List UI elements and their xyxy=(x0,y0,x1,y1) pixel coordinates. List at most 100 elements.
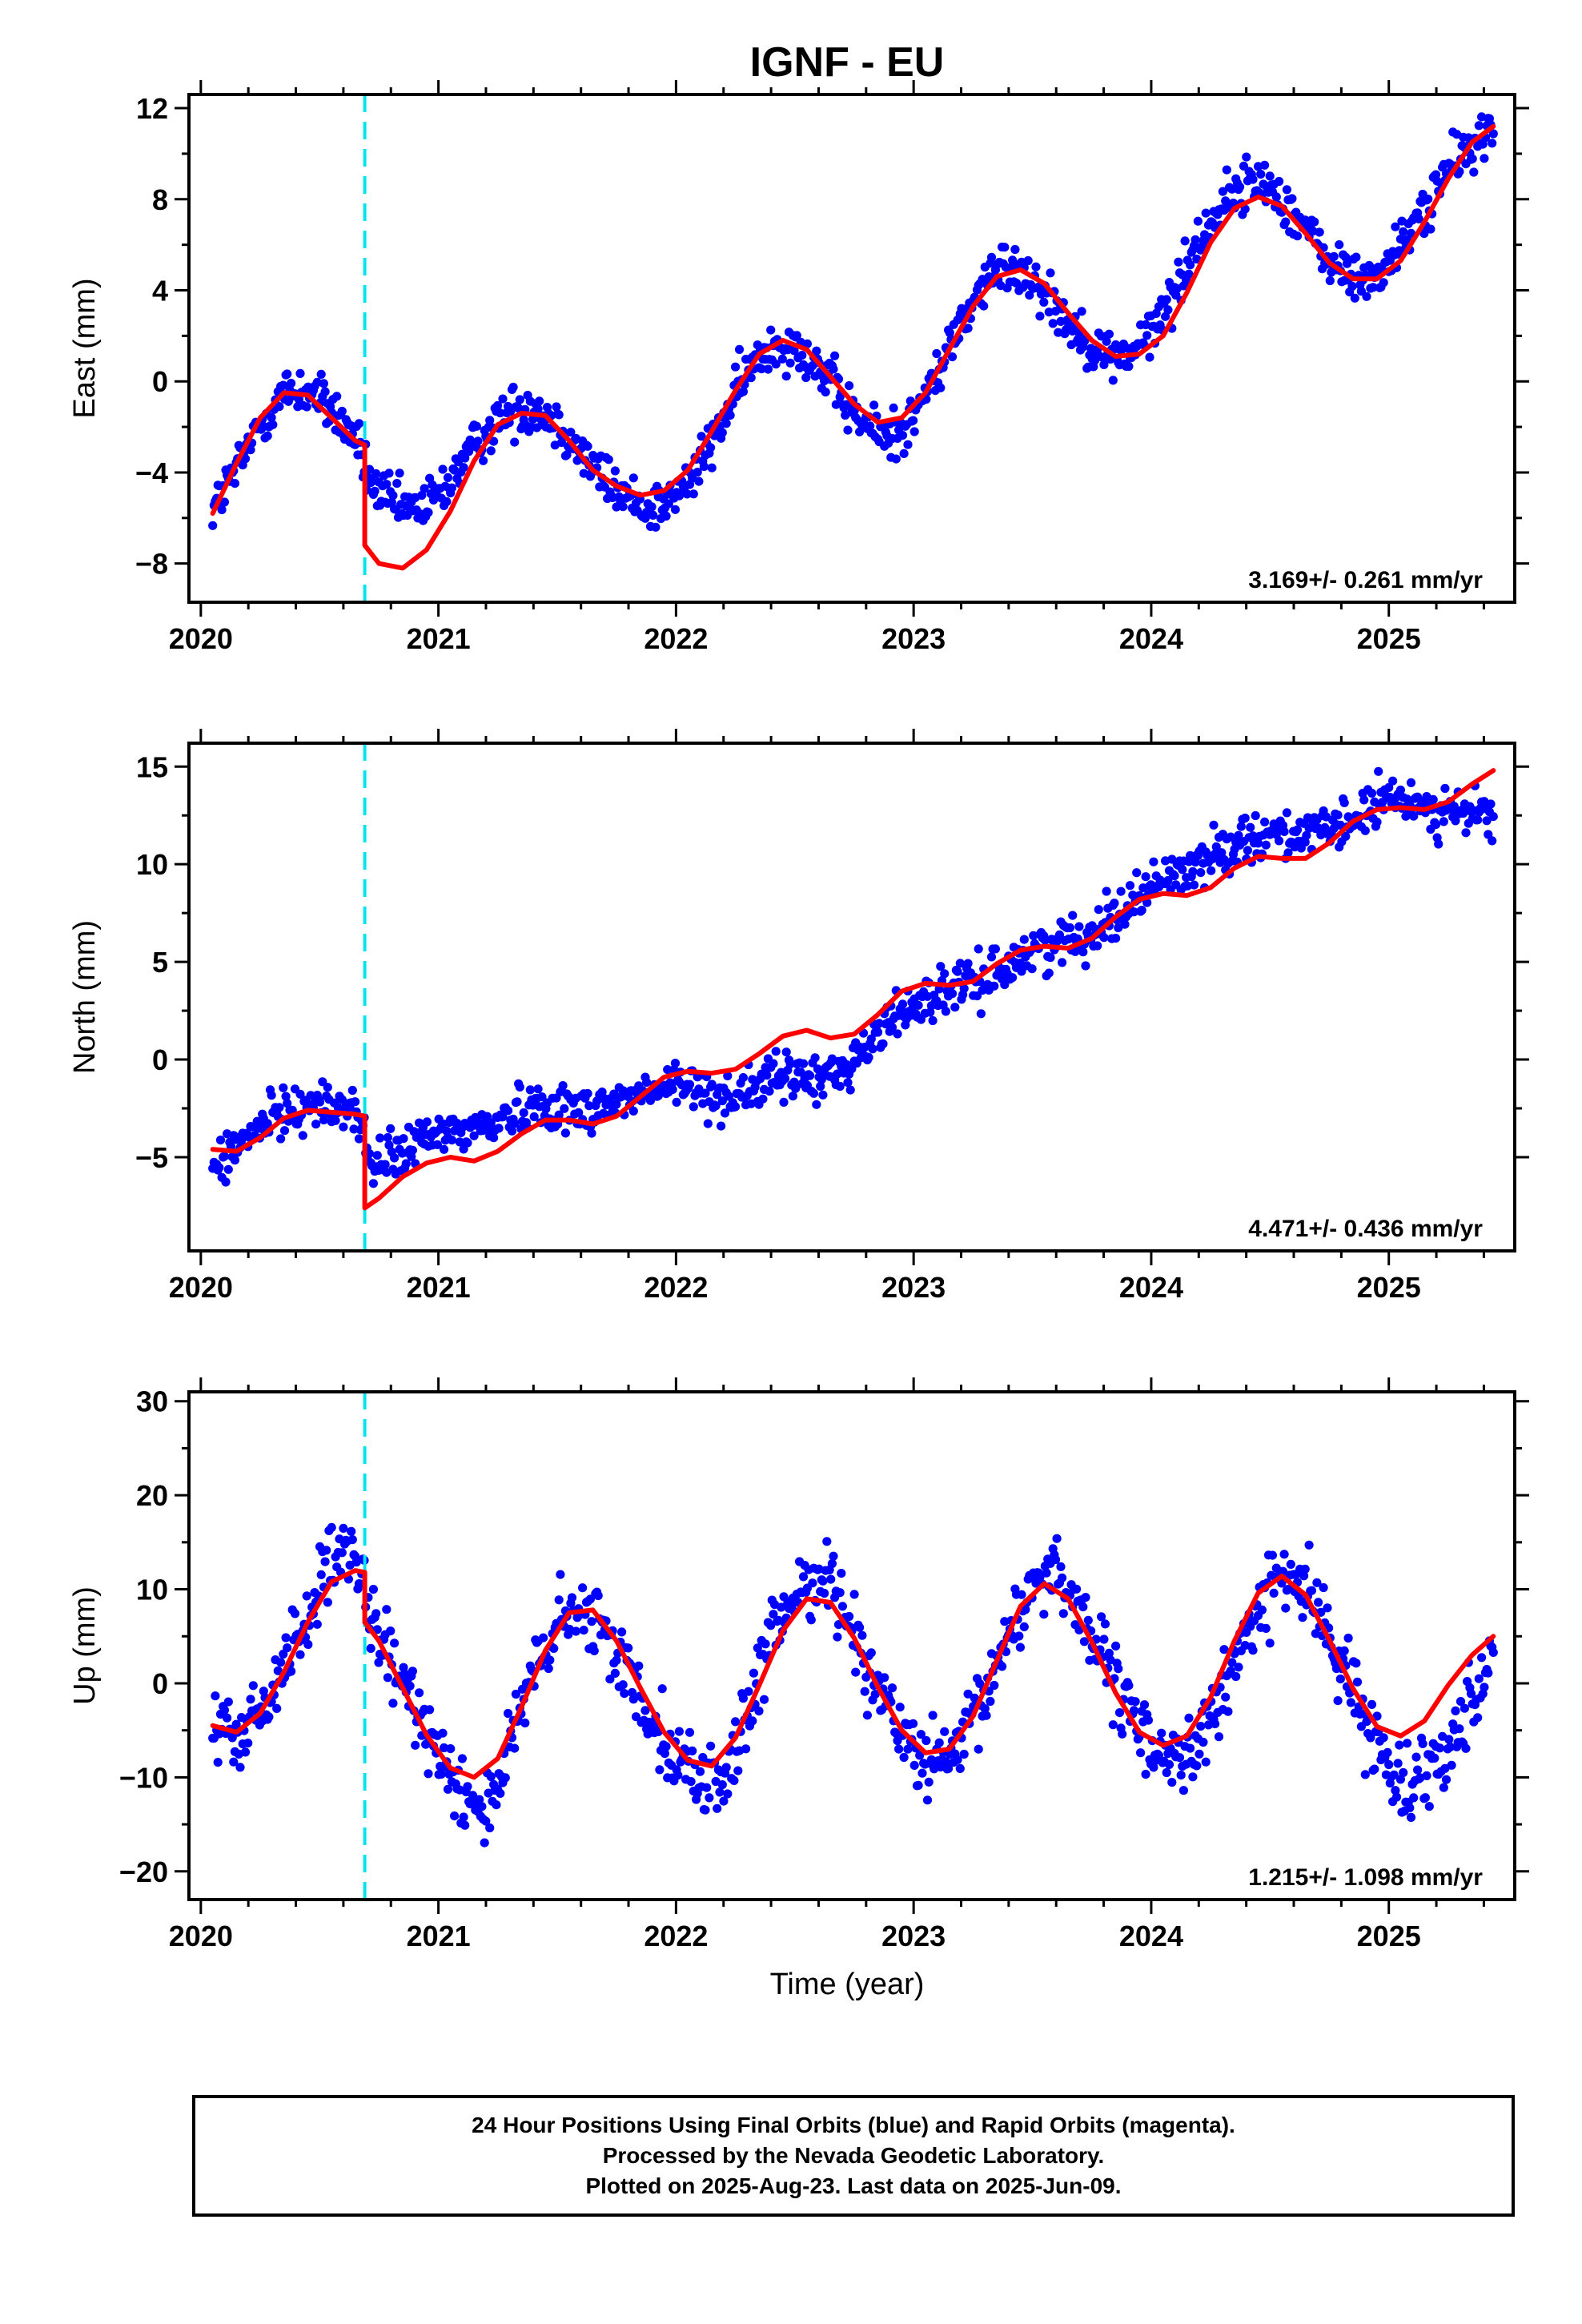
observation-point xyxy=(789,346,799,356)
observation-point xyxy=(371,1609,381,1618)
observation-point xyxy=(899,448,909,459)
observation-point xyxy=(263,431,272,440)
observation-point xyxy=(1370,1764,1379,1774)
observation-point xyxy=(535,396,544,406)
observation-point xyxy=(720,1108,730,1118)
observation-point xyxy=(498,1112,508,1122)
observation-point xyxy=(337,1548,347,1558)
observation-point xyxy=(979,301,989,311)
observation-point xyxy=(1174,1753,1185,1763)
observation-point xyxy=(399,1134,408,1144)
observation-point xyxy=(1460,1703,1469,1713)
observation-point xyxy=(837,1602,847,1611)
observation-point xyxy=(1235,182,1245,191)
observation-point xyxy=(617,1627,627,1637)
observation-point xyxy=(1343,1633,1353,1643)
observation-point xyxy=(717,1096,727,1106)
observation-point xyxy=(731,1717,741,1727)
observation-point xyxy=(1145,352,1154,362)
observation-point xyxy=(1368,283,1378,292)
observation-point xyxy=(624,1643,633,1653)
observation-point xyxy=(246,445,255,455)
observation-point xyxy=(707,463,717,472)
observation-point xyxy=(851,1667,861,1677)
observation-point xyxy=(1058,1573,1067,1582)
observation-point xyxy=(1246,822,1255,832)
observation-point xyxy=(982,1711,991,1720)
observation-point xyxy=(809,1088,819,1098)
observation-point xyxy=(298,1131,307,1140)
observation-point xyxy=(1132,868,1142,878)
observation-point xyxy=(765,1087,774,1096)
y-tick-label: 12 xyxy=(136,92,168,125)
observation-point xyxy=(1054,930,1064,939)
observation-point xyxy=(587,1128,596,1138)
observation-point xyxy=(1114,1708,1125,1718)
observation-point xyxy=(1316,830,1326,840)
observation-point xyxy=(889,403,898,412)
figure-title: IGNF - EU xyxy=(750,39,945,86)
observation-point xyxy=(1068,911,1078,920)
observation-point xyxy=(1283,848,1293,858)
observation-point xyxy=(642,1077,652,1088)
observation-point xyxy=(695,1767,705,1776)
observation-point xyxy=(1339,1646,1349,1655)
observation-point xyxy=(1399,1767,1408,1778)
observation-point xyxy=(1456,1697,1466,1707)
observation-point xyxy=(723,1071,733,1081)
x-tick-label: 2025 xyxy=(1357,622,1421,655)
observation-point xyxy=(835,1081,845,1092)
observation-point xyxy=(492,1800,501,1810)
observation-point xyxy=(707,1080,717,1089)
observation-point xyxy=(1286,1559,1295,1569)
observation-point xyxy=(953,967,962,976)
model-fit-line xyxy=(210,768,1496,1211)
observation-point xyxy=(1464,133,1473,143)
observation-point xyxy=(959,1749,969,1759)
observation-point xyxy=(264,1712,274,1722)
observation-point xyxy=(868,1044,877,1054)
observation-point xyxy=(903,440,913,449)
observation-point xyxy=(1118,1729,1127,1739)
observation-point xyxy=(976,1009,986,1019)
observation-point xyxy=(1217,848,1227,858)
observation-point xyxy=(878,1039,888,1049)
observation-point xyxy=(1445,1742,1455,1752)
observation-point xyxy=(1142,331,1152,340)
observation-point xyxy=(1195,1749,1204,1759)
observation-point xyxy=(651,522,661,532)
observation-point xyxy=(545,1655,555,1665)
observation-point xyxy=(802,339,813,348)
observation-point xyxy=(1473,815,1483,825)
observation-point xyxy=(1019,935,1029,944)
observation-point xyxy=(986,252,997,262)
observation-point xyxy=(544,1663,553,1674)
observation-point xyxy=(1227,184,1237,194)
observation-point xyxy=(515,395,524,404)
observation-point xyxy=(1478,1689,1488,1699)
observation-point xyxy=(589,1646,599,1655)
observation-point xyxy=(1430,1753,1439,1763)
observation-point xyxy=(769,1059,778,1068)
observation-point xyxy=(1486,799,1496,809)
observation-point xyxy=(1056,1562,1066,1571)
observation-point xyxy=(753,1643,762,1653)
observation-point xyxy=(1451,816,1460,826)
observation-point xyxy=(1149,857,1158,866)
observation-point xyxy=(1488,812,1498,822)
observation-point xyxy=(744,1687,753,1696)
observation-point xyxy=(1242,152,1251,162)
observation-point xyxy=(1046,268,1055,278)
observation-point xyxy=(339,1523,348,1533)
observation-point xyxy=(1104,329,1114,339)
observation-point xyxy=(354,1134,364,1144)
observation-point xyxy=(741,1744,751,1754)
observation-point xyxy=(604,455,613,464)
y-axis-label: North (mm) xyxy=(68,920,102,1074)
observation-point xyxy=(917,1768,927,1778)
observation-point xyxy=(217,505,227,515)
observation-point xyxy=(998,1662,1007,1671)
observation-point xyxy=(1108,1720,1118,1730)
observation-point xyxy=(1201,1757,1211,1767)
observation-point xyxy=(295,368,305,378)
